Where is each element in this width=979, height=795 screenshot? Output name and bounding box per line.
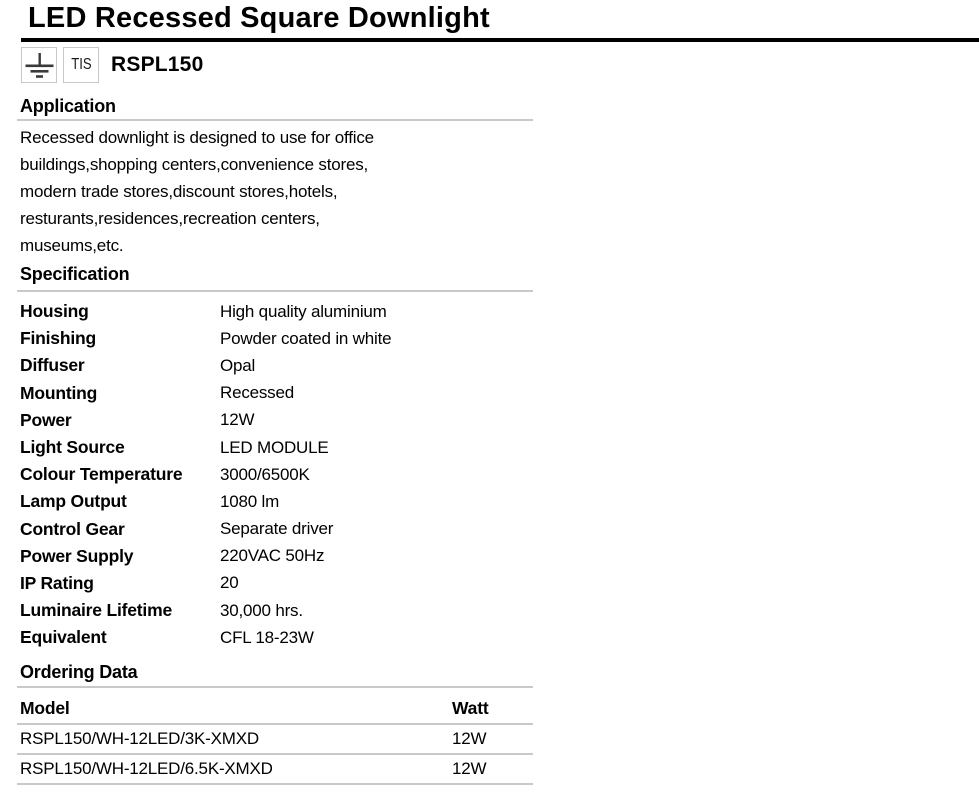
spec-value: 30,000 hrs. [220, 600, 303, 620]
spec-label: Control Gear [20, 518, 125, 539]
spec-label: Luminaire Lifetime [20, 600, 172, 621]
ordering-heading: Ordering Data [20, 662, 138, 683]
spec-row: Equivalent CFL 18-23W [20, 624, 979, 651]
ordering-table-header: Model Watt [17, 688, 533, 726]
application-line: resturants,residences,recreation centers… [20, 209, 320, 228]
spec-value: Recessed [220, 383, 294, 403]
application-paragraph: Recessed downlight is designed to use fo… [20, 124, 979, 259]
product-header: TIS RSPL150 [21, 46, 979, 84]
spec-row: Housing High quality aluminium [20, 298, 979, 325]
spec-value: Opal [220, 355, 256, 375]
earth-ground-icon-glyph [25, 53, 54, 78]
watt-cell: 12W [452, 729, 487, 749]
spec-row: Lamp Output 1080 lm [20, 488, 979, 515]
spec-value: 1080 lm [220, 491, 280, 511]
model-cell: RSPL150/WH-12LED/6.5K-XMXD [20, 759, 273, 779]
model-code: RSPL150 [111, 53, 204, 76]
watt-cell: 12W [452, 759, 487, 779]
spec-label: Housing [20, 301, 89, 322]
spec-row: Control Gear Separate driver [20, 516, 979, 543]
spec-row: Luminaire Lifetime 30,000 hrs. [20, 597, 979, 624]
specification-rule [17, 290, 533, 292]
spec-row: Diffuser Opal [20, 352, 979, 379]
spec-label: Mounting [20, 382, 98, 403]
spec-value: LED MODULE [220, 437, 329, 457]
spec-value: 12W [220, 410, 255, 430]
application-heading: Application [20, 96, 116, 116]
spec-row: Power Supply 220VAC 50Hz [20, 543, 979, 570]
table-row: RSPL150/WH-12LED/3K-XMXD 12W [17, 725, 533, 756]
spec-row: Light Source LED MODULE [20, 434, 979, 461]
spec-row: Mounting Recessed [20, 380, 979, 407]
spec-label: Power Supply [20, 545, 134, 566]
column-header-watt: Watt [452, 698, 489, 719]
spec-label: Light Source [20, 437, 125, 458]
column-header-model: Model [20, 698, 70, 719]
application-line: Recessed downlight is designed to use fo… [20, 128, 374, 147]
spec-value: 20 [220, 573, 239, 593]
spec-row: Colour Temperature 3000/6500K [20, 461, 979, 488]
spec-label: Equivalent [20, 627, 107, 648]
application-line: buildings,shopping centers,convenience s… [20, 155, 369, 174]
spec-value: Powder coated in white [220, 328, 392, 348]
table-row: RSPL150/WH-12LED/6.5K-XMXD 12W [17, 755, 533, 786]
spec-value: 3000/6500K [220, 464, 310, 484]
spec-label: Lamp Output [20, 491, 127, 512]
spec-label: Power [20, 409, 72, 430]
application-line: modern trade stores,discount stores,hote… [20, 182, 338, 201]
spec-value: Separate driver [220, 519, 334, 539]
spec-label: IP Rating [20, 572, 94, 593]
spec-value: High quality aluminium [220, 301, 387, 321]
specification-list: Housing High quality aluminium Finishing… [20, 298, 979, 651]
tis-certification-icon: TIS [63, 47, 99, 83]
model-cell: RSPL150/WH-12LED/3K-XMXD [20, 729, 259, 749]
tis-label: TIS [70, 56, 92, 73]
spec-label: Colour Temperature [20, 464, 183, 485]
spec-label: Finishing [20, 328, 96, 349]
earth-ground-icon [21, 47, 57, 83]
specification-heading: Specification [20, 264, 130, 284]
ordering-rule [17, 686, 533, 689]
spec-label: Diffuser [20, 355, 85, 376]
spec-row: Power 12W [20, 407, 979, 434]
title-rule [21, 38, 979, 42]
ordering-table: Model Watt RSPL150/WH-12LED/3K-XMXD 12W … [17, 688, 533, 786]
page-title: LED Recessed Square Downlight [28, 2, 490, 34]
spec-row: IP Rating 20 [20, 570, 979, 597]
spec-value: 220VAC 50Hz [220, 546, 325, 566]
application-line: museums,etc. [20, 236, 124, 255]
spec-row: Finishing Powder coated in white [20, 325, 979, 352]
application-rule [17, 119, 533, 121]
spec-value: CFL 18-23W [220, 627, 314, 647]
